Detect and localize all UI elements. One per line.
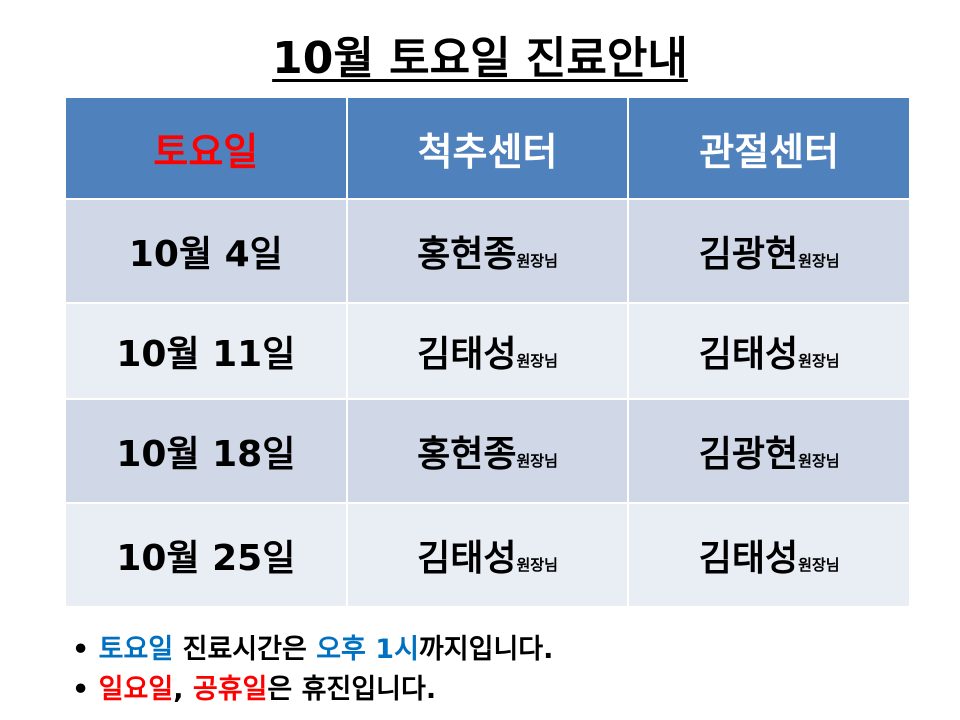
table-row: 10월 18일 홍현종원장님 김광현원장님 xyxy=(64,398,911,504)
table-row: 10월 11일 김태성원장님 김태성원장님 xyxy=(64,302,911,400)
notes: • 토요일 진료시간은 오후 1시까지입니다. • 일요일, 공휴일은 휴진입니… xyxy=(72,630,553,710)
table-row: 10월 25일 김태성원장님 김태성원장님 xyxy=(64,502,911,608)
note-hours: • 토요일 진료시간은 오후 1시까지입니다. xyxy=(72,634,554,665)
spine-doctor-cell: 홍현종원장님 xyxy=(345,398,630,504)
spine-doctor-cell: 홍현종원장님 xyxy=(345,198,630,304)
date-cell: 10월 11일 xyxy=(64,302,348,400)
header-spine-center: 척추센터 xyxy=(345,96,630,200)
joint-doctor-cell: 김태성원장님 xyxy=(627,302,911,400)
spine-doctor-cell: 김태성원장님 xyxy=(345,302,630,400)
title-text: 10월 토요일 진료안내 xyxy=(272,33,688,84)
joint-doctor-cell: 김태성원장님 xyxy=(627,502,911,608)
date-cell: 10월 4일 xyxy=(64,198,348,304)
date-cell: 10월 18일 xyxy=(64,398,348,504)
date-cell: 10월 25일 xyxy=(64,502,348,608)
table-row: 10월 4일 홍현종원장님 김광현원장님 xyxy=(64,198,911,304)
joint-doctor-cell: 김광현원장님 xyxy=(627,198,911,304)
schedule-table: 토요일 척추센터 관절센터 10월 4일 홍현종원장님 김광현원장님 10월 1… xyxy=(64,96,911,608)
joint-doctor-cell: 김광현원장님 xyxy=(627,398,911,504)
page-title: 10월 토요일 진료안내 xyxy=(0,22,960,86)
header-saturday: 토요일 xyxy=(64,96,348,200)
header-row: 토요일 척추센터 관절센터 xyxy=(64,96,911,200)
spine-doctor-cell: 김태성원장님 xyxy=(345,502,630,608)
header-joint-center: 관절센터 xyxy=(627,96,911,200)
note-closed: • 일요일, 공휴일은 휴진입니다. xyxy=(72,674,437,705)
